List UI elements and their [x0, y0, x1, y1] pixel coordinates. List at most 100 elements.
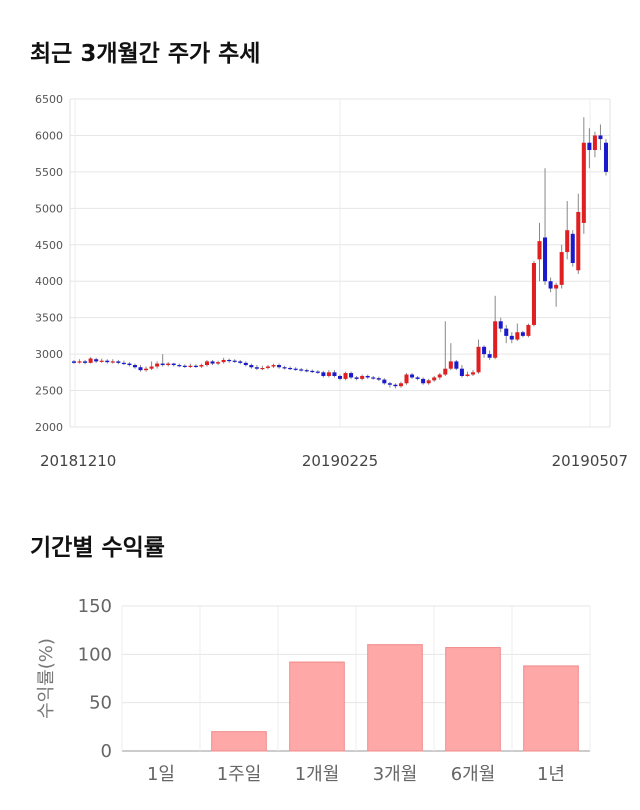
- candle-body: [376, 378, 381, 380]
- candle-body: [531, 263, 536, 325]
- candle-body: [88, 358, 93, 363]
- candle-body: [548, 281, 553, 289]
- candle-body: [254, 367, 259, 369]
- candle-body: [282, 367, 287, 369]
- candle-body: [404, 374, 409, 384]
- candle-body: [448, 361, 453, 369]
- candle-body: [360, 375, 365, 379]
- candle-body: [543, 237, 548, 282]
- candle-body: [188, 365, 193, 367]
- candle-body: [149, 366, 154, 369]
- candle-body: [227, 359, 232, 362]
- candle-body: [182, 365, 187, 367]
- price-chart-y-ticks: 6500 6000 5500 5000 4500 4000 3500 3000 2500 2000: [35, 93, 63, 434]
- candle-body: [465, 374, 470, 376]
- candle-body: [171, 363, 176, 366]
- candle-body: [132, 365, 137, 368]
- candle-body: [288, 367, 293, 370]
- candle-body: [592, 135, 597, 151]
- return-bar: [523, 665, 579, 752]
- candle-body: [337, 375, 343, 379]
- candle-body: [110, 361, 115, 363]
- candle-body: [426, 380, 431, 384]
- candle-body: [343, 373, 348, 379]
- candle-body: [238, 361, 243, 363]
- candle-body: [365, 375, 370, 378]
- candle-body: [293, 368, 298, 370]
- price-y-tick-label: 2500: [35, 385, 63, 398]
- candle-body: [493, 321, 498, 358]
- return-bar: [289, 661, 345, 752]
- price-y-tick-label: 6000: [35, 129, 63, 142]
- candle-body: [326, 372, 331, 376]
- candle-body: [99, 360, 104, 362]
- candle-body: [470, 372, 476, 375]
- candle-body: [410, 374, 415, 378]
- candle-body: [277, 365, 282, 368]
- candle-body: [554, 284, 559, 289]
- candle-body: [526, 324, 531, 336]
- candle-body: [144, 368, 149, 371]
- candle-body: [520, 332, 525, 336]
- return-y-tick-label: 100: [78, 644, 112, 665]
- candle-body: [332, 372, 337, 376]
- candle-body: [260, 367, 265, 370]
- candle-body: [498, 321, 503, 329]
- candle-body: [138, 367, 143, 371]
- candle-body: [598, 135, 603, 140]
- candle-body: [232, 360, 237, 362]
- price-y-tick-label: 3000: [35, 348, 63, 361]
- return-x-tick-label: 1개월: [295, 764, 340, 785]
- candle-body: [121, 362, 126, 365]
- candle-body: [166, 363, 171, 366]
- candle-body: [565, 230, 570, 253]
- candle-body: [304, 370, 309, 372]
- return-chart-bars: [211, 644, 579, 752]
- price-chart-candles: [71, 117, 609, 389]
- price-x-tick-label: 20190507: [552, 452, 628, 470]
- price-y-tick-label: 2000: [35, 421, 63, 434]
- candle-body: [204, 361, 210, 366]
- candle-body: [83, 361, 88, 363]
- candle-body: [437, 374, 442, 378]
- candle-body: [559, 252, 564, 285]
- price-y-tick-label: 5000: [35, 202, 63, 215]
- candle-body: [454, 361, 459, 369]
- candle-body: [199, 365, 204, 367]
- candle-body: [299, 369, 304, 371]
- return-x-tick-label: 1년: [537, 764, 565, 785]
- candle-body: [71, 361, 77, 363]
- return-bar: [367, 644, 423, 752]
- return-y-tick-label: 50: [89, 693, 112, 714]
- candle-body: [570, 233, 575, 263]
- price-y-tick-label: 5500: [35, 166, 63, 179]
- price-x-tick-label: 20190225: [302, 452, 378, 470]
- price-y-tick-label: 6500: [35, 93, 63, 106]
- candle-body: [221, 359, 226, 363]
- candle-body: [349, 373, 354, 378]
- candle-body: [310, 370, 315, 373]
- return-x-tick-label: 3개월: [373, 764, 418, 785]
- candle-body: [459, 368, 464, 376]
- candle-body: [193, 365, 198, 367]
- return-bar: [445, 647, 501, 752]
- price-trend-title: 최근 3개월간 주가 추세: [30, 41, 261, 67]
- candle-body: [581, 142, 586, 223]
- candle-body: [77, 361, 82, 363]
- candle-body: [482, 346, 487, 355]
- price-candlestick-chart: 6500 6000 5500 5000 4500 4000 3500 3000 2500 2000…: [35, 93, 628, 470]
- candle-body: [94, 359, 99, 362]
- return-x-tick-label: 1주일: [217, 764, 262, 785]
- candle-body: [476, 346, 481, 373]
- candle-body: [432, 377, 437, 381]
- candle-body: [315, 371, 320, 373]
- return-y-tick-label: 150: [78, 596, 112, 617]
- candle-body: [603, 142, 609, 172]
- candle-body: [576, 211, 581, 271]
- price-chart-x-ticks: 20181210 20190225 20190507: [40, 452, 628, 470]
- return-chart-y-label: 수익률(%): [36, 638, 57, 719]
- candle-body: [160, 363, 165, 366]
- candle-body: [321, 372, 326, 376]
- return-x-tick-label: 6개월: [451, 764, 496, 785]
- period-return-title: 기간별 수익률: [30, 535, 165, 561]
